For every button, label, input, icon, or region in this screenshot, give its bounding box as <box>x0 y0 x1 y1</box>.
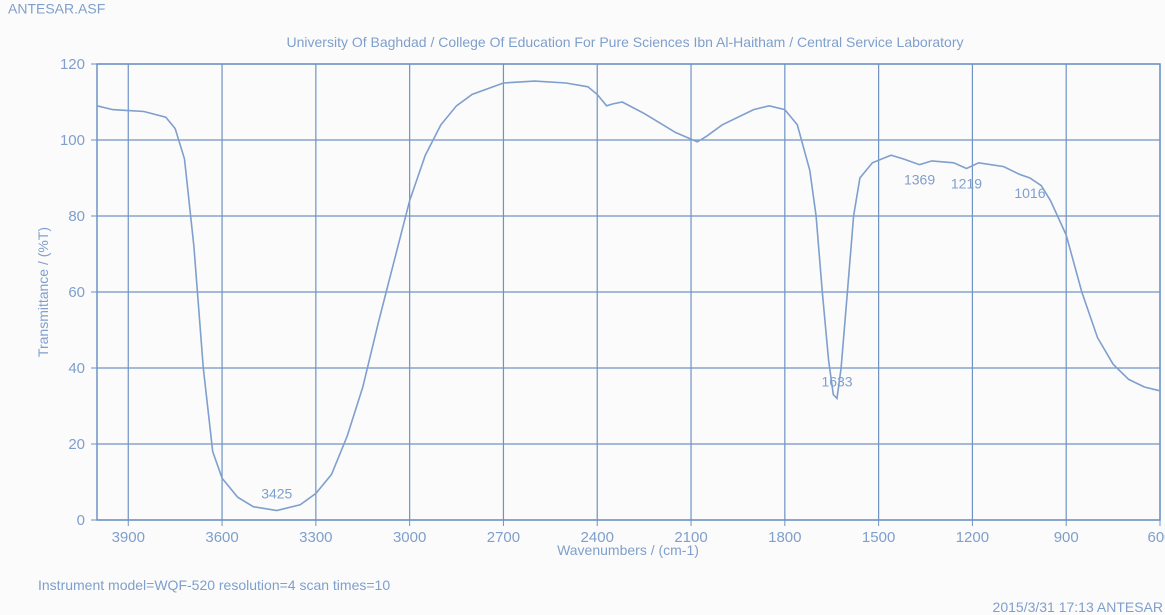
x-tick-label: 600 <box>1147 529 1165 546</box>
footer-left: Instrument model=WQF-520 resolution=4 sc… <box>38 577 390 593</box>
x-tick-label: 3000 <box>393 529 426 546</box>
chart-title: University Of Baghdad / College Of Educa… <box>287 34 964 50</box>
footer-right: 2015/3/31 17:13 ANTESAR <box>993 599 1163 615</box>
x-axis-label: Wavenumbers / (cm-1) <box>557 542 699 558</box>
x-tick-label: 3900 <box>112 529 145 546</box>
x-tick-label: 2400 <box>581 529 614 546</box>
y-tick-label: 40 <box>68 360 85 377</box>
x-tick-label: 2700 <box>487 529 520 546</box>
y-tick-label: 80 <box>68 208 85 225</box>
x-tick-label: 1800 <box>768 529 801 546</box>
x-tick-label: 900 <box>1054 529 1079 546</box>
peak-label: 1219 <box>951 176 982 192</box>
legend-entry: ANTESAR.ASF <box>8 1 105 17</box>
x-tick-label: 2100 <box>674 529 707 546</box>
spectrum-line <box>96 80 1161 512</box>
y-tick-label: 0 <box>77 512 85 529</box>
peak-label: 1633 <box>821 373 852 389</box>
peak-label: 3425 <box>261 486 292 502</box>
peak-label: 1016 <box>1014 185 1045 201</box>
y-tick-label: 100 <box>60 132 85 149</box>
y-axis-label: Transmittance / (%T) <box>35 227 51 357</box>
x-tick-label: 1500 <box>862 529 895 546</box>
x-tick-label: 3600 <box>205 529 238 546</box>
x-tick-label: 1200 <box>956 529 989 546</box>
y-tick-label: 60 <box>68 284 85 301</box>
peak-label: 1369 <box>904 172 935 188</box>
y-tick-label: 20 <box>68 436 85 453</box>
x-tick-label: 3300 <box>299 529 332 546</box>
y-tick-label: 120 <box>60 56 85 73</box>
